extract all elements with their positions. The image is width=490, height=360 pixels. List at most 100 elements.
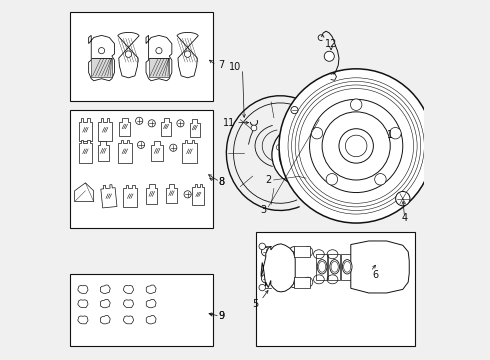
Circle shape — [184, 51, 191, 57]
Polygon shape — [101, 185, 117, 208]
Circle shape — [303, 277, 313, 287]
Circle shape — [170, 144, 177, 151]
Circle shape — [279, 69, 433, 223]
Polygon shape — [328, 253, 340, 280]
Circle shape — [326, 174, 338, 185]
Polygon shape — [89, 35, 115, 81]
Circle shape — [375, 174, 386, 185]
Polygon shape — [190, 119, 200, 137]
Text: 4: 4 — [401, 213, 408, 222]
Polygon shape — [166, 184, 177, 203]
Polygon shape — [148, 58, 169, 77]
Circle shape — [283, 132, 290, 140]
Text: 3: 3 — [260, 206, 266, 216]
Circle shape — [345, 135, 367, 157]
Text: 8: 8 — [219, 177, 225, 187]
Circle shape — [324, 51, 334, 61]
Circle shape — [156, 48, 162, 54]
Circle shape — [262, 274, 270, 283]
Ellipse shape — [343, 260, 352, 274]
Circle shape — [314, 172, 319, 177]
Circle shape — [286, 165, 292, 172]
Circle shape — [287, 140, 318, 170]
Polygon shape — [146, 35, 172, 81]
Polygon shape — [182, 140, 196, 163]
Polygon shape — [120, 118, 130, 136]
Circle shape — [311, 127, 323, 139]
Polygon shape — [146, 285, 156, 293]
Bar — [70, 12, 214, 101]
Polygon shape — [98, 118, 112, 141]
Polygon shape — [294, 246, 310, 257]
Circle shape — [315, 170, 321, 177]
Text: 10: 10 — [229, 62, 242, 72]
Polygon shape — [78, 140, 92, 163]
Polygon shape — [78, 300, 88, 308]
Circle shape — [291, 107, 298, 114]
Polygon shape — [91, 58, 112, 77]
Polygon shape — [261, 244, 295, 292]
Text: 11: 11 — [223, 118, 235, 128]
Circle shape — [303, 247, 313, 257]
Polygon shape — [146, 184, 157, 204]
Circle shape — [290, 279, 298, 288]
Polygon shape — [192, 184, 204, 205]
Circle shape — [294, 146, 311, 164]
Circle shape — [148, 120, 155, 127]
Circle shape — [313, 138, 319, 144]
Text: 9: 9 — [219, 311, 225, 321]
Circle shape — [276, 144, 282, 150]
Circle shape — [303, 117, 310, 123]
Circle shape — [323, 144, 328, 150]
Circle shape — [259, 243, 266, 249]
Circle shape — [299, 171, 306, 177]
Polygon shape — [161, 118, 171, 135]
Bar — [256, 231, 416, 346]
Text: 9: 9 — [219, 311, 225, 321]
Polygon shape — [100, 285, 110, 293]
Polygon shape — [118, 32, 139, 78]
Polygon shape — [100, 300, 110, 308]
Polygon shape — [151, 141, 163, 161]
Polygon shape — [294, 277, 310, 288]
Circle shape — [280, 152, 286, 158]
Polygon shape — [123, 316, 133, 324]
Polygon shape — [123, 185, 137, 207]
Ellipse shape — [343, 261, 351, 272]
Circle shape — [299, 128, 305, 134]
Circle shape — [184, 191, 191, 198]
Circle shape — [137, 141, 145, 148]
Circle shape — [136, 117, 143, 125]
Circle shape — [339, 129, 373, 163]
Circle shape — [125, 51, 132, 57]
Ellipse shape — [331, 261, 338, 272]
Text: 12: 12 — [325, 39, 337, 49]
Text: 6: 6 — [373, 270, 379, 280]
Text: 1: 1 — [387, 130, 393, 140]
Ellipse shape — [317, 260, 327, 274]
Text: 8: 8 — [219, 177, 225, 187]
Circle shape — [313, 165, 319, 172]
Circle shape — [350, 99, 362, 111]
Polygon shape — [100, 315, 110, 324]
Polygon shape — [123, 285, 133, 293]
Circle shape — [251, 125, 257, 131]
Polygon shape — [78, 118, 92, 141]
Text: 5: 5 — [253, 299, 259, 309]
Polygon shape — [118, 140, 132, 163]
Text: 7: 7 — [219, 60, 225, 70]
Polygon shape — [351, 241, 409, 293]
Polygon shape — [98, 141, 109, 161]
Polygon shape — [316, 253, 327, 280]
Text: 2: 2 — [265, 175, 271, 185]
Circle shape — [177, 120, 184, 127]
Bar — [70, 110, 214, 228]
Circle shape — [286, 138, 292, 144]
Circle shape — [285, 172, 291, 177]
Bar — [70, 274, 214, 346]
Circle shape — [98, 48, 105, 54]
Circle shape — [259, 284, 266, 291]
Ellipse shape — [330, 260, 340, 274]
Circle shape — [318, 152, 325, 158]
Polygon shape — [341, 253, 353, 280]
